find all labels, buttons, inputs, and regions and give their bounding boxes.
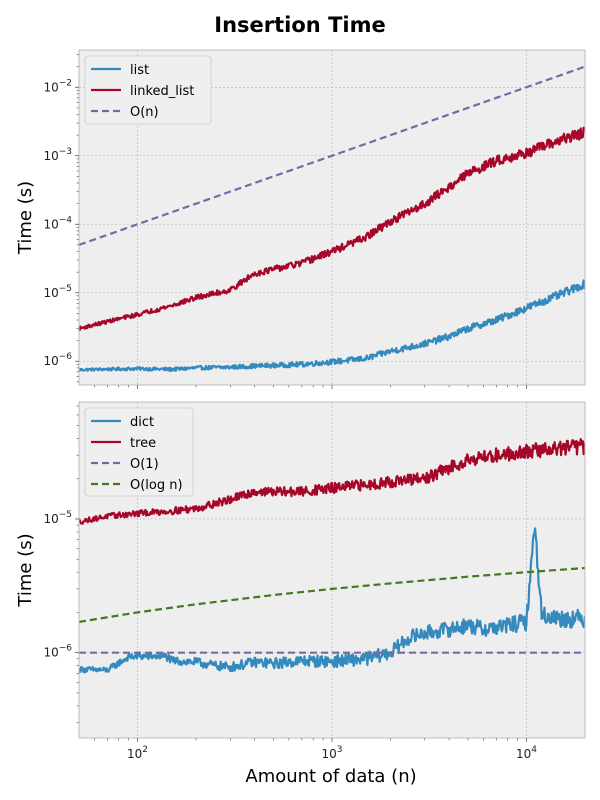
series-line-linked-list [79,126,585,332]
y-axis-label: Time (s) [15,533,36,607]
series-line-dict [79,527,585,674]
series-line-tree [79,438,585,525]
legend-label: list [130,63,149,78]
legend-label: O(log n) [130,478,183,493]
legend-label: linked_list [130,84,194,99]
legend-label: O(1) [130,457,159,472]
series-line-o-log-n [79,566,585,623]
y-tick-label: 10−5 [43,284,72,300]
legend-frame [84,55,212,125]
y-tick-label: 10−6 [43,352,72,368]
panel-bottom: 10−6 10−5 102 103 104 Time (s) dict tree O(1) O(l… [15,401,586,761]
legend-frame [84,407,194,497]
y-axis-label: Time (s) [15,181,36,255]
series-group [79,65,585,372]
x-tick-label: 103 [321,745,342,761]
series-group [79,438,585,674]
series-line-o-n [79,65,585,246]
x-tick-label: 104 [516,745,537,761]
panel-top: 10−6 10−5 10−4 10−3 10−2 Time (s) list linked_l… [15,49,586,389]
y-tick-label: 10−3 [43,147,72,163]
y-tick-label: 10−6 [43,644,72,660]
legend-label: tree [130,436,156,451]
legend: list linked_list O(n) [84,55,212,125]
x-tick-label: 102 [127,745,148,761]
y-tick-label: 10−5 [43,510,72,526]
legend-label: dict [130,415,154,430]
y-tick-label: 10−4 [43,215,72,231]
legend: dict tree O(1) O(log n) [84,407,194,497]
series-line-list [79,279,585,372]
y-tick-label: 10−2 [43,78,72,94]
legend-label: O(n) [130,105,159,120]
x-axis-label: Amount of data (n) [245,766,416,787]
figure-title: Insertion Time [214,13,385,37]
